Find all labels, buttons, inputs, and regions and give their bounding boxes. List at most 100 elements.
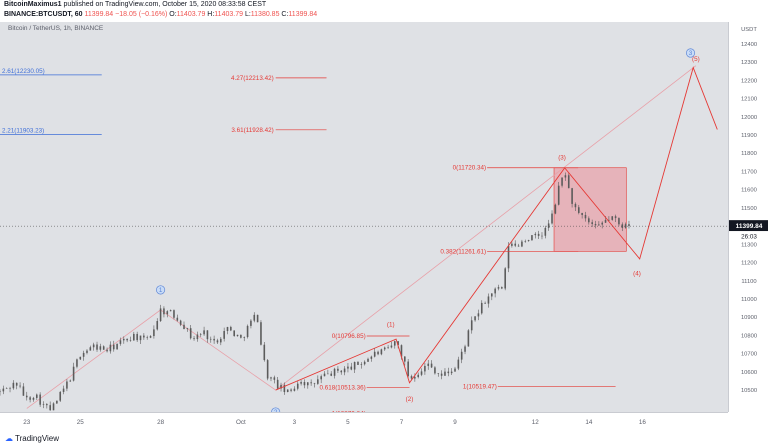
chart-header: BitcoinMaximus1 published on TradingView… bbox=[0, 0, 768, 22]
price-axis[interactable]: USDT 10500 10600 10700 10800 10900 11000 11100 1… bbox=[728, 22, 768, 412]
candle-body bbox=[367, 358, 369, 362]
symbol-line[interactable]: BINANCE:BTCUSDT, 60 bbox=[4, 11, 83, 18]
subwave-line bbox=[275, 66, 718, 391]
candle-body bbox=[360, 364, 363, 365]
candle-body bbox=[447, 371, 450, 374]
candle-body bbox=[457, 359, 460, 369]
candle-body bbox=[39, 394, 41, 405]
candle-body bbox=[521, 241, 523, 247]
candle-body bbox=[440, 373, 443, 376]
fib-label-1: 2.21(11903.23) bbox=[2, 127, 44, 134]
candle-body bbox=[551, 213, 553, 224]
price-tick: 10600 bbox=[741, 370, 757, 376]
tradingview-logo[interactable]: ☁ TradingView bbox=[5, 434, 59, 443]
candle-body bbox=[477, 313, 480, 317]
candle-body bbox=[136, 333, 138, 341]
candle-body bbox=[484, 302, 486, 304]
price-tick: 10800 bbox=[741, 333, 757, 339]
candle-body bbox=[72, 366, 75, 381]
candle-body bbox=[611, 216, 614, 220]
candle-body bbox=[133, 333, 135, 341]
candle-body bbox=[414, 377, 416, 379]
candle-body bbox=[410, 376, 413, 379]
candle-body bbox=[347, 366, 349, 369]
candle-body bbox=[29, 397, 31, 400]
price-chart[interactable]: 2.61(12230.05) 2.21(11903.23) 4.27(12213.4… bbox=[0, 22, 728, 412]
candle-body bbox=[501, 287, 503, 289]
low-value: 11380.85 bbox=[250, 11, 280, 18]
high-value: 11403.79 bbox=[214, 11, 243, 18]
candle-body bbox=[46, 404, 48, 406]
wave-circle-0 bbox=[156, 285, 166, 295]
candle-body bbox=[263, 344, 266, 361]
candle-body bbox=[614, 216, 617, 219]
time-tick: 14 bbox=[585, 419, 593, 426]
candle-body bbox=[557, 185, 560, 205]
price-tick: 11100 bbox=[741, 279, 756, 285]
projection-box bbox=[553, 167, 627, 252]
chart-plot-area[interactable]: 2.61(12230.05) 2.21(11903.23) 4.27(12213.4… bbox=[0, 22, 728, 412]
candle-body bbox=[99, 346, 102, 350]
candle-body bbox=[220, 338, 222, 343]
candle-body bbox=[310, 382, 312, 384]
candle-body bbox=[22, 386, 25, 396]
candle-body bbox=[470, 320, 473, 331]
candle-body bbox=[303, 382, 306, 386]
candle-body bbox=[243, 337, 246, 338]
candle-body bbox=[206, 330, 209, 340]
candle-body bbox=[82, 352, 85, 357]
candle-body bbox=[199, 334, 202, 335]
candle-body bbox=[246, 325, 249, 338]
candle-body bbox=[514, 243, 517, 246]
candle-body bbox=[487, 296, 490, 304]
candle-body bbox=[427, 363, 430, 366]
candle-body bbox=[561, 177, 563, 186]
candle-body bbox=[598, 224, 600, 226]
brand-name: TradingView bbox=[15, 434, 60, 443]
price-tick: 12300 bbox=[741, 60, 757, 66]
close-label: C: bbox=[281, 11, 289, 18]
last-price-text: 11399.84 bbox=[84, 11, 114, 18]
high-label: H: bbox=[207, 11, 215, 18]
time-axis[interactable]: 23 25 28 Oct 3 5 7 9 12 14 16 bbox=[0, 412, 728, 431]
candle-body bbox=[36, 394, 38, 398]
candle-body bbox=[12, 382, 15, 389]
candle-body bbox=[584, 214, 587, 219]
candle-body bbox=[25, 395, 28, 398]
candle-body bbox=[283, 384, 286, 393]
symbol-description: Bitcoin / TetherUS, 1h, BINANCE bbox=[8, 25, 104, 32]
candle-body bbox=[159, 308, 162, 322]
time-tick: 7 bbox=[400, 419, 404, 426]
candle-body bbox=[581, 212, 583, 215]
published-text: published on TradingView.com, October 15… bbox=[63, 1, 267, 8]
close-value: 11399.84 bbox=[288, 11, 318, 18]
countdown-tag bbox=[729, 231, 768, 242]
candle-body bbox=[524, 241, 527, 242]
candle-body bbox=[179, 320, 182, 325]
candle-body bbox=[102, 346, 105, 350]
price-tick: 11500 bbox=[741, 206, 757, 212]
candle-body bbox=[156, 321, 159, 330]
candle-body bbox=[531, 235, 533, 241]
candle-body bbox=[260, 322, 262, 345]
fib-label-9: 1(10519.47) bbox=[463, 384, 497, 391]
author-name[interactable]: BitcoinMaximus1 bbox=[4, 1, 62, 8]
candle-body bbox=[56, 400, 58, 404]
candle-body bbox=[624, 224, 627, 228]
price-tick: 12200 bbox=[741, 78, 757, 84]
candle-body bbox=[497, 287, 500, 289]
candle-body bbox=[467, 330, 470, 347]
candle-body bbox=[320, 376, 322, 380]
candle-body bbox=[66, 381, 68, 389]
candle-body bbox=[434, 367, 436, 374]
candle-body bbox=[273, 377, 276, 380]
candle-body bbox=[266, 360, 269, 379]
candle-body bbox=[163, 308, 165, 315]
candle-body bbox=[517, 245, 520, 247]
candle-body bbox=[183, 324, 185, 330]
fib-label-8: 1(10370.64) bbox=[332, 411, 366, 412]
candle-body bbox=[454, 368, 456, 372]
candle-body bbox=[327, 373, 329, 375]
wave-label-0: 1 bbox=[159, 287, 163, 294]
candle-body bbox=[353, 362, 356, 370]
